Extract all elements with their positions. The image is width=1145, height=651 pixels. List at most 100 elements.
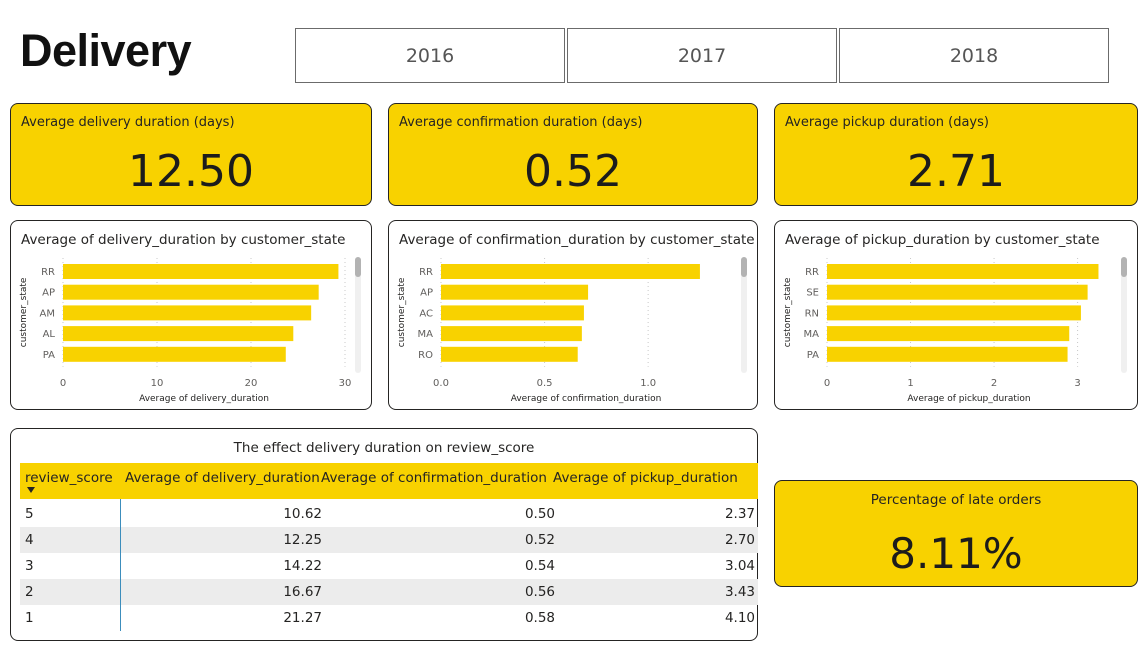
x-axis-title: Average of pickup_duration xyxy=(907,394,1030,404)
scrollbar-thumb[interactable] xyxy=(1121,257,1127,277)
pickup-cell: 2.37 xyxy=(724,506,755,522)
scrollbar-track xyxy=(741,257,747,373)
y-axis-title: customer_state xyxy=(783,277,793,347)
x-tick-label: 1.0 xyxy=(640,378,656,389)
kpi-value: 0.52 xyxy=(524,146,622,197)
column-header-confirmation[interactable]: Average of confirmation_duration xyxy=(321,470,547,486)
kpi-label: Average confirmation duration (days) xyxy=(399,115,643,130)
y-axis-title: customer_state xyxy=(397,277,407,347)
pickup-cell: 2.70 xyxy=(724,532,755,548)
kpi-label: Average delivery duration (days) xyxy=(21,115,235,130)
pickup-cell: 4.10 xyxy=(724,610,755,626)
pickup-by-state-chart[interactable]: Average of pickup_duration by customer_s… xyxy=(774,220,1138,410)
category-label: AP xyxy=(420,288,433,299)
table-row[interactable]: 5 10.62 0.50 2.37 xyxy=(20,501,758,527)
x-tick-label: 2 xyxy=(991,378,997,389)
review-score-cell: 3 xyxy=(25,558,34,574)
review-score-cell: 4 xyxy=(25,532,34,548)
bar xyxy=(441,346,578,362)
year-slicer-2016[interactable]: 2016 xyxy=(295,28,565,83)
confirmation-cell: 0.56 xyxy=(524,584,555,600)
x-tick-label: 0.5 xyxy=(537,378,553,389)
bar xyxy=(827,284,1088,300)
bar xyxy=(63,326,294,342)
scrollbar-track xyxy=(355,257,361,373)
category-label: RO xyxy=(418,350,433,361)
table-row[interactable]: 2 16.67 0.56 3.43 xyxy=(20,579,758,605)
delivery-cell: 12.25 xyxy=(283,532,322,548)
year-slicer-2018[interactable]: 2018 xyxy=(839,28,1109,83)
category-label: AL xyxy=(43,329,56,340)
scrollbar-thumb[interactable] xyxy=(741,257,747,277)
table-row[interactable]: 1 21.27 0.58 4.10 xyxy=(20,605,758,631)
confirmation-by-state-chart[interactable]: Average of confirmation_duration by cust… xyxy=(388,220,758,410)
category-label: AM xyxy=(40,308,55,319)
late-orders-value: 8.11% xyxy=(889,529,1023,578)
confirmation-cell: 0.58 xyxy=(524,610,555,626)
x-tick-label: 30 xyxy=(339,378,352,389)
y-axis-title: customer_state xyxy=(19,277,29,347)
table-row[interactable]: 4 12.25 0.52 2.70 xyxy=(20,527,758,553)
kpi-label: Average pickup duration (days) xyxy=(785,115,989,130)
x-axis-title: Average of delivery_duration xyxy=(139,394,269,404)
late-orders-label: Percentage of late orders xyxy=(870,492,1042,508)
x-tick-label: 10 xyxy=(151,378,164,389)
pickup-cell: 3.04 xyxy=(724,558,755,574)
column-header-review-score[interactable]: review_score xyxy=(25,470,113,486)
column-divider xyxy=(120,499,121,631)
table-row[interactable]: 3 14.22 0.54 3.04 xyxy=(20,553,758,579)
x-tick-label: 0 xyxy=(60,378,66,389)
column-header-delivery[interactable]: Average of delivery_duration xyxy=(125,470,320,486)
late-orders-card[interactable]: Percentage of late orders 8.11% xyxy=(774,480,1138,587)
chart-title: Average of pickup_duration by customer_s… xyxy=(785,232,1100,248)
bar xyxy=(441,284,589,300)
confirmation-cell: 0.52 xyxy=(524,532,555,548)
scrollbar-thumb[interactable] xyxy=(355,257,361,277)
bar xyxy=(63,346,286,362)
category-label: RR xyxy=(41,267,55,278)
bar xyxy=(63,305,312,321)
category-label: RN xyxy=(805,308,819,319)
kpi-card-pickup[interactable]: Average pickup duration (days) 2.71 xyxy=(774,103,1138,206)
review-score-cell: 2 xyxy=(25,584,34,600)
category-label: AP xyxy=(42,288,55,299)
category-label: RR xyxy=(805,267,819,278)
category-label: AC xyxy=(419,308,433,319)
bar-chart-svg: 0 1 2 3 RR SE RN MA PA Average of pickup_duration… xyxy=(783,257,1127,404)
table-title: The effect delivery duration on review_s… xyxy=(233,440,535,456)
kpi-value: 2.71 xyxy=(907,146,1005,197)
delivery-by-state-chart[interactable]: Average of delivery_duration by customer… xyxy=(10,220,372,410)
table-header: review_score Average of delivery_duratio… xyxy=(20,463,758,499)
bar xyxy=(827,326,1070,342)
bar xyxy=(63,264,339,279)
x-tick-label: 1 xyxy=(907,378,913,389)
review-score-table[interactable]: The effect delivery duration on review_s… xyxy=(10,428,758,641)
category-label: PA xyxy=(43,350,55,361)
category-label: MA xyxy=(804,329,820,340)
x-tick-label: 0 xyxy=(824,378,830,389)
category-label: PA xyxy=(807,350,819,361)
x-tick-label: 20 xyxy=(245,378,258,389)
kpi-card-confirmation[interactable]: Average confirmation duration (days) 0.5… xyxy=(388,103,758,206)
kpi-value: 12.50 xyxy=(128,146,254,197)
chart-title: Average of delivery_duration by customer… xyxy=(21,232,346,248)
delivery-cell: 21.27 xyxy=(283,610,322,626)
bar xyxy=(441,305,584,321)
bar-chart-svg: 0 10 20 30 RR AP AM AL PA Average of delivery_dur… xyxy=(19,257,361,404)
bar xyxy=(441,264,700,279)
category-label: RR xyxy=(419,267,433,278)
kpi-card-delivery[interactable]: Average delivery duration (days) 12.50 xyxy=(10,103,372,206)
confirmation-cell: 0.50 xyxy=(524,506,555,522)
chart-title: Average of confirmation_duration by cust… xyxy=(399,232,755,248)
column-header-pickup[interactable]: Average of pickup_duration xyxy=(553,470,738,486)
x-tick-label: 3 xyxy=(1074,378,1080,389)
category-label: SE xyxy=(806,288,819,299)
bar xyxy=(827,264,1099,279)
bar xyxy=(827,346,1068,362)
scrollbar-track xyxy=(1121,257,1127,373)
year-slicer-2017[interactable]: 2017 xyxy=(567,28,837,83)
x-tick-label: 0.0 xyxy=(433,378,449,389)
sort-descending-icon[interactable] xyxy=(27,487,35,493)
delivery-cell: 14.22 xyxy=(283,558,322,574)
delivery-cell: 10.62 xyxy=(283,506,322,522)
